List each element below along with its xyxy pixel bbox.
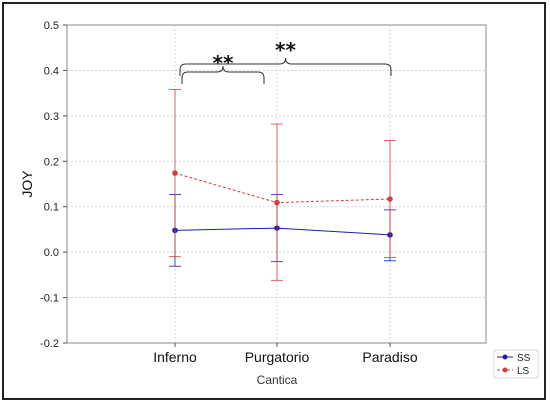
legend-label: LS [517, 366, 530, 377]
y-tick-label: -0.2 [40, 338, 59, 350]
significance-bracket [179, 57, 392, 76]
y-tick-label: 0.5 [44, 20, 59, 32]
x-tick-label: Purgatorio [245, 349, 310, 365]
significance-label: ** [213, 51, 234, 75]
y-axis: 0.5 0.4 0.3 0.2 0.1 0.0 -0.1 -0.2 [40, 20, 67, 350]
significance-label: ** [275, 38, 296, 62]
plot-area [66, 24, 487, 344]
series-layer [169, 89, 396, 281]
y-tick-label: 0.4 [44, 65, 59, 77]
data-point [387, 196, 393, 202]
series-ls [169, 89, 396, 281]
y-tick-label: 0.2 [44, 156, 59, 168]
y-axis-label: JOY [19, 170, 35, 198]
x-tick-label: Paradiso [362, 349, 417, 365]
legend-swatch-marker [502, 367, 508, 373]
y-tick-label: 0.3 [44, 111, 59, 123]
legend-swatch-marker [502, 354, 508, 360]
legend-label: SS [517, 353, 531, 364]
data-point [172, 170, 178, 176]
grid [67, 25, 486, 343]
x-axis-label: Cantica [257, 373, 298, 387]
y-tick-label: 0.1 [44, 202, 59, 214]
annotations: ** ** [179, 38, 392, 84]
significance-bracket [181, 65, 265, 84]
x-tick-label: Inferno [153, 349, 197, 365]
y-tick-label: 0.0 [44, 247, 59, 259]
data-point [274, 199, 280, 206]
legend-box [493, 349, 539, 379]
x-axis: Inferno Purgatorio Paradiso [153, 343, 418, 365]
legend: SS LS [493, 349, 539, 379]
y-tick-label: -0.1 [40, 293, 59, 305]
